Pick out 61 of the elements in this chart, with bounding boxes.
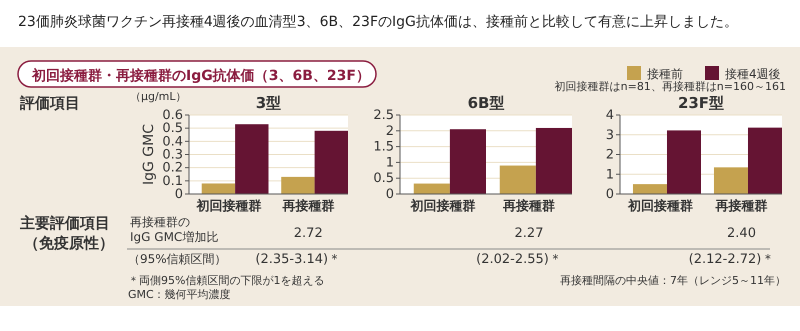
text: IgG GMC増加比 bbox=[130, 230, 218, 244]
x-tick-label: 再接種群 bbox=[281, 198, 334, 214]
text: 初回接種群はn=81、再接種群はn=160～161 bbox=[554, 80, 786, 93]
chart-title: 23F型 bbox=[678, 94, 724, 112]
y-tick-label: 0.5 bbox=[162, 121, 183, 136]
legend-label: 接種前 bbox=[647, 67, 683, 81]
y-tick-label: 1.5 bbox=[373, 140, 394, 155]
text: GMC：幾何平均濃度 bbox=[128, 288, 231, 301]
text: 主要評価項目 bbox=[19, 214, 110, 232]
x-tick-label: 初回接種群 bbox=[627, 198, 693, 214]
text: （免疫原性） bbox=[24, 234, 114, 252]
y-tick-label: 0.2 bbox=[162, 160, 183, 176]
y-tick-label: 0.1 bbox=[162, 174, 183, 189]
y-tick-label: 0.5 bbox=[373, 171, 394, 186]
bar bbox=[666, 130, 701, 194]
y-tick-label: 2 bbox=[386, 124, 394, 139]
y-tick-label: 0 bbox=[386, 187, 394, 202]
bar bbox=[202, 183, 236, 194]
text: (2.12-2.72)＊ bbox=[688, 252, 774, 267]
bar bbox=[314, 130, 348, 194]
text: 評価項目 bbox=[19, 94, 80, 112]
bar bbox=[414, 184, 450, 194]
text: ＊両側95%信頼区間の下限が1を超える bbox=[128, 274, 324, 287]
x-tick-label: 再接種群 bbox=[714, 198, 768, 214]
y-tick-label: 1 bbox=[386, 155, 394, 170]
text: 2.40 bbox=[727, 226, 756, 241]
text: (2.35-3.14)＊ bbox=[255, 252, 342, 267]
text: 23価肺炎球菌ワクチン再接種4週後の血清型3、6B、23FのIgG抗体価は、接種前と比較して有意に上昇しました。 bbox=[18, 14, 738, 30]
bar bbox=[632, 184, 667, 194]
chart-title: 6B型 bbox=[468, 94, 504, 112]
bar bbox=[450, 129, 486, 194]
text: (2.02-2.55)＊ bbox=[476, 252, 562, 267]
y-tick-label: 4 bbox=[606, 108, 614, 123]
x-tick-label: 再接種群 bbox=[502, 198, 555, 214]
x-tick-label: 初回接種群 bbox=[195, 198, 262, 214]
bar bbox=[500, 166, 536, 194]
y-tick-label: 0 bbox=[174, 187, 183, 202]
y-tick-label: 2.5 bbox=[373, 108, 394, 123]
text: 初回接種群・再接種群のIgG抗体価（3、6B、23F） bbox=[31, 67, 370, 84]
text: （μg/mL） bbox=[130, 90, 187, 103]
y-tick-label: 0.4 bbox=[162, 134, 183, 150]
text: 2.27 bbox=[514, 226, 544, 241]
chart-title: 3型 bbox=[256, 94, 282, 112]
text: （95%信頼区間） bbox=[128, 252, 227, 266]
bar bbox=[235, 124, 268, 194]
text: 再接種群の bbox=[130, 215, 190, 229]
y-tick-label: 0 bbox=[606, 187, 614, 202]
y-axis-title: IgG GMC bbox=[141, 124, 157, 186]
y-tick-label: 0.6 bbox=[162, 108, 183, 123]
y-tick-label: 3 bbox=[606, 128, 614, 143]
y-tick-label: 0.3 bbox=[162, 148, 183, 162]
x-tick-label: 初回接種群 bbox=[410, 198, 476, 214]
bar bbox=[536, 128, 572, 194]
legend-label: 接種4週後 bbox=[725, 67, 781, 81]
y-tick-label: 2 bbox=[606, 148, 614, 162]
text: 再接種間隔の中央値：7年（レンジ5～11年） bbox=[560, 274, 786, 287]
bar bbox=[748, 128, 782, 194]
y-tick-label: 1 bbox=[606, 167, 614, 182]
bar bbox=[714, 167, 748, 194]
bar bbox=[281, 176, 315, 194]
text: 2.72 bbox=[294, 226, 323, 241]
